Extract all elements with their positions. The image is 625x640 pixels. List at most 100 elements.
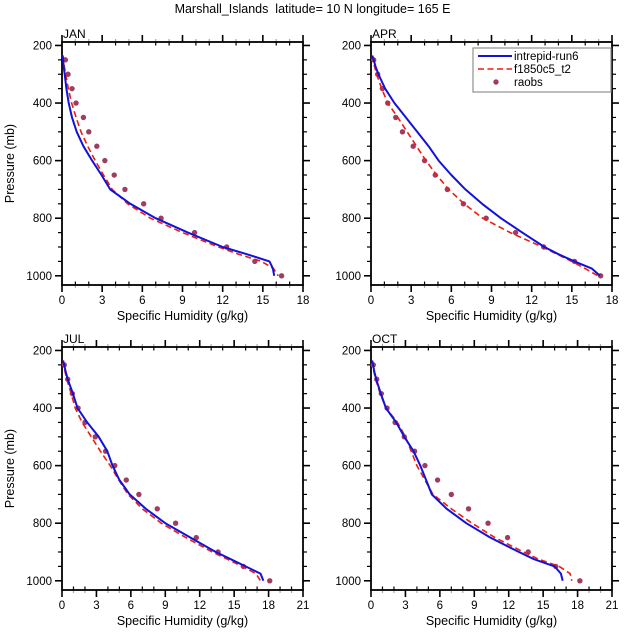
y-tick-label: 800 — [342, 213, 361, 225]
raobs-dot — [267, 578, 273, 584]
series-raobs-dots — [61, 362, 273, 584]
raobs-dot — [448, 491, 455, 498]
x-tick-label: 3 — [402, 600, 408, 612]
raobs-dot — [80, 114, 87, 121]
x-tick-label: 18 — [262, 600, 275, 612]
y-tick-label: 200 — [33, 345, 52, 357]
x-tick-label: 18 — [571, 600, 584, 612]
legend-dot-sample — [493, 79, 499, 85]
x-tick-label: 6 — [139, 295, 145, 307]
y-tick-label: 1000 — [26, 576, 52, 588]
panel-oct: 0 3 6 9 12 15 18 21 200 400 600 800 1000 OCT Specific … — [335, 332, 619, 628]
series-line-f1850c5-t2 — [62, 360, 262, 582]
plot-frame — [370, 41, 613, 286]
y-tick-label: 1000 — [26, 271, 52, 283]
raobs-dot — [86, 129, 92, 135]
raobs-dot — [485, 520, 491, 526]
raobs-dot — [577, 578, 583, 584]
y-axis-title: Pressure (mb) — [3, 429, 17, 508]
y-axis-title: Pressure (mb) — [3, 124, 17, 203]
x-tick-label: 15 — [565, 295, 578, 307]
x-tick-label: 12 — [193, 600, 206, 612]
plot-frame — [61, 346, 304, 591]
series-line-intrepid-run6 — [61, 55, 276, 276]
panel-label: APR — [372, 27, 397, 41]
series-line-f1850c5-t2 — [371, 360, 573, 581]
y-tick-label: 800 — [33, 213, 52, 225]
raobs-dot — [123, 477, 129, 483]
raobs-dot — [410, 143, 416, 149]
y-tick-label: 1000 — [335, 576, 361, 588]
x-tick-label: 9 — [179, 295, 185, 307]
raobs-dot — [111, 172, 117, 178]
x-tick-label: 0 — [59, 600, 65, 612]
y-tick-label: 600 — [33, 156, 52, 168]
raobs-dot — [434, 477, 441, 483]
y-tick-label: 800 — [342, 518, 361, 530]
x-tick-label: 6 — [128, 600, 134, 612]
raobs-dot — [399, 129, 406, 135]
panel-label: OCT — [372, 332, 398, 346]
x-tick-label: 9 — [471, 600, 477, 612]
x-tick-label: 9 — [488, 295, 494, 307]
raobs-dot — [172, 520, 179, 526]
y-tick-label: 800 — [33, 518, 52, 530]
panel-jan: 0 3 6 9 12 15 18 200 400 600 800 1000 JAN Specific Hu… — [3, 27, 310, 323]
raobs-dot — [140, 201, 147, 207]
panel-label: JAN — [63, 27, 86, 41]
x-tick-label: 15 — [256, 295, 269, 307]
y-tick-label: 400 — [342, 403, 361, 415]
y-tick-label: 1000 — [335, 271, 361, 283]
legend-entry-label: raobs — [514, 77, 543, 89]
x-tick-label: 6 — [437, 600, 443, 612]
x-tick-label: 12 — [525, 295, 538, 307]
x-axis-title: Specific Humidity (g/kg) — [426, 309, 557, 323]
x-tick-label: 0 — [59, 295, 65, 307]
raobs-dot — [102, 157, 108, 164]
y-tick-label: 200 — [342, 345, 361, 357]
x-tick-label: 15 — [228, 600, 241, 612]
legend-entry-label: f1850c5_t2 — [514, 64, 571, 76]
x-tick-label: 3 — [93, 600, 99, 612]
figure-title: Marshall_Islands latitude= 10 N longitud… — [174, 2, 451, 16]
raobs-dot — [94, 143, 100, 149]
x-tick-label: 3 — [99, 295, 105, 307]
panel-jul: 0 3 6 9 12 15 18 21 200 400 600 800 1000 JUL Specific … — [3, 332, 310, 628]
panel-label: JUL — [63, 332, 85, 346]
y-tick-label: 400 — [33, 98, 52, 110]
series-line-intrepid-run6 — [371, 55, 601, 277]
series-line-f1850c5-t2 — [61, 55, 279, 277]
x-tick-label: 21 — [297, 600, 310, 612]
y-tick-label: 600 — [33, 461, 52, 473]
x-axis-title: Specific Humidity (g/kg) — [117, 309, 248, 323]
plot-frame — [61, 41, 304, 286]
x-tick-label: 15 — [537, 600, 550, 612]
raobs-dot — [393, 114, 399, 121]
raobs-dot — [504, 534, 511, 541]
series-raobs-dots — [370, 362, 583, 584]
raobs-dot — [422, 462, 428, 469]
y-tick-label: 200 — [33, 40, 52, 52]
x-tick-label: 9 — [162, 600, 168, 612]
y-tick-label: 600 — [342, 461, 361, 473]
raobs-dot — [136, 491, 142, 498]
series-line-intrepid-run6 — [62, 360, 265, 582]
x-tick-label: 0 — [368, 600, 374, 612]
raobs-dot — [278, 273, 285, 279]
raobs-dot — [73, 100, 79, 106]
raobs-dot — [154, 506, 160, 512]
y-tick-label: 200 — [342, 40, 361, 52]
raobs-dot — [512, 229, 519, 236]
raobs-dot — [444, 186, 451, 193]
x-tick-label: 18 — [606, 295, 619, 307]
raobs-dot — [432, 172, 438, 178]
x-tick-label: 12 — [502, 600, 515, 612]
raobs-dot — [193, 534, 199, 541]
legend-entry-label: intrepid-run6 — [514, 51, 579, 63]
x-tick-label: 6 — [448, 295, 454, 307]
raobs-dot — [465, 506, 472, 512]
x-axis-title: Specific Humidity (g/kg) — [117, 614, 248, 628]
